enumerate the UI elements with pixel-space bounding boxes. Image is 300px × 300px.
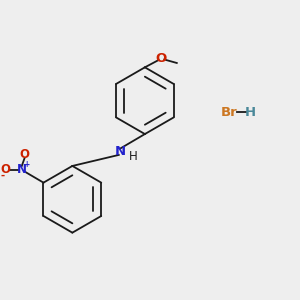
Text: O: O [155, 52, 166, 65]
Text: -: - [0, 171, 5, 181]
Text: H: H [245, 106, 256, 119]
Text: N: N [115, 145, 126, 158]
Text: Br: Br [220, 106, 237, 119]
Text: O: O [20, 148, 30, 161]
Text: H: H [129, 150, 138, 163]
Text: +: + [23, 160, 29, 169]
Text: O: O [0, 163, 10, 176]
Text: N: N [17, 163, 27, 176]
